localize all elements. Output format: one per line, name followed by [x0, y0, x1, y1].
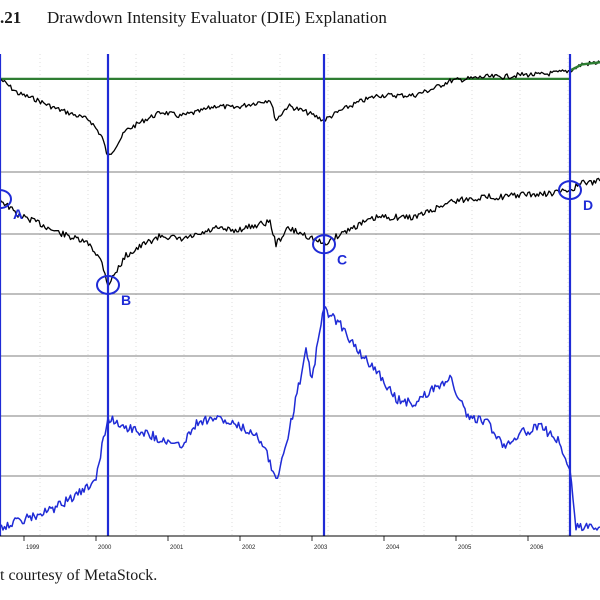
- marker-label-C: C: [337, 251, 347, 267]
- x-tick-label-2006: 2006: [530, 545, 544, 550]
- x-tick-label-2000: 2000: [98, 545, 112, 550]
- marker-label-A: A: [13, 206, 23, 222]
- x-tick-label-2002: 2002: [242, 545, 256, 550]
- figure-caption: t courtesy of MetaStock.: [0, 567, 158, 584]
- marker-circle-A: [0, 189, 12, 210]
- x-tick-label-2005: 2005: [458, 545, 472, 550]
- marker-label-B: B: [121, 292, 131, 308]
- series-line-price_top: [0, 60, 600, 157]
- new-high-segment: [569, 61, 600, 72]
- series-line-die_indicator: [0, 306, 600, 532]
- marker-circle-D: [558, 180, 582, 201]
- figure-title-text: Drawdown Intensity Evaluator (DIE) Expla…: [47, 8, 387, 27]
- marker-circle-C: [312, 234, 336, 255]
- x-tick-label-2004: 2004: [386, 545, 400, 550]
- chart-svg: A B C D 1999 2000 2001 2002 2003 2004 2005 2006: [0, 54, 600, 551]
- series-line-price_drawdown: [0, 177, 600, 287]
- figure-number: .21: [0, 8, 22, 27]
- x-tick-label-2001: 2001: [170, 545, 184, 550]
- x-tick-label-1999: 1999: [26, 545, 40, 550]
- marker-circle-B: [96, 274, 120, 295]
- chart-area: A B C D 1999 2000 2001 2002 2003 2004 2005 2006: [0, 54, 600, 551]
- figure-title: .21 Drawdown Intensity Evaluator (DIE) E…: [0, 8, 600, 32]
- x-tick-label-2003: 2003: [314, 545, 328, 550]
- marker-label-D: D: [583, 197, 593, 213]
